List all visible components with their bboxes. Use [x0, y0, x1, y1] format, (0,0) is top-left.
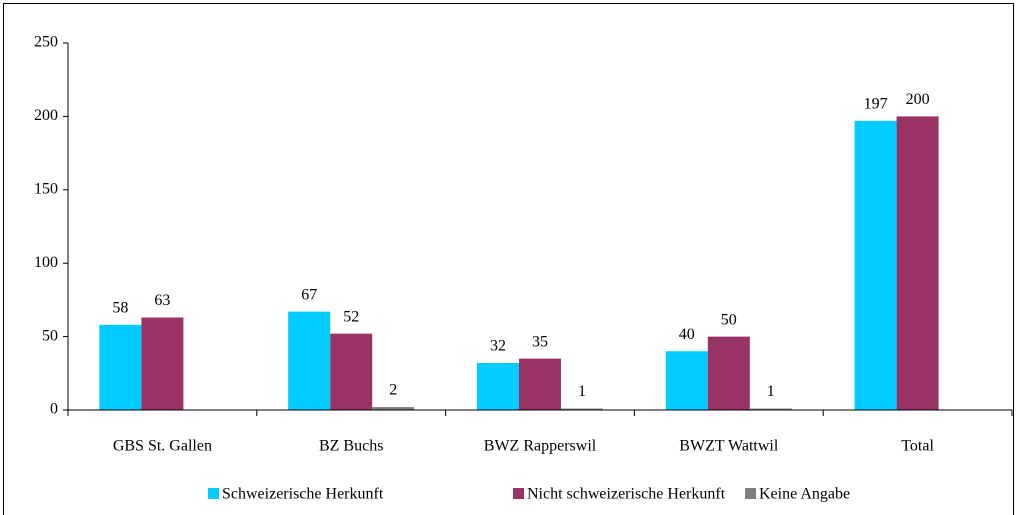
bar — [519, 358, 561, 410]
x-tick-label: BZ Buchs — [319, 438, 383, 455]
data-label: 63 — [154, 292, 170, 309]
data-label: 2 — [389, 382, 397, 399]
data-label: 1 — [767, 383, 775, 400]
bar — [477, 363, 519, 410]
x-tick-label: BWZ Rapperswil — [484, 438, 597, 455]
bar — [707, 336, 750, 410]
bar — [288, 311, 331, 410]
data-label: 197 — [864, 95, 888, 112]
y-tick-label: 100 — [34, 254, 58, 271]
x-tick-label: GBS St. Gallen — [113, 438, 212, 455]
data-label: 50 — [721, 311, 737, 328]
data-label: 35 — [532, 333, 548, 350]
y-tick-label: 250 — [34, 34, 58, 51]
legend-label: Nicht schweizerische Herkunft — [527, 486, 726, 503]
bar — [141, 317, 184, 410]
x-tick-label: Total — [901, 438, 934, 455]
data-label: 200 — [906, 91, 930, 108]
data-label: 52 — [343, 308, 359, 325]
legend-label: Keine Angabe — [759, 486, 850, 503]
y-tick-label: 50 — [42, 327, 58, 344]
legend-swatch — [208, 488, 219, 499]
chart-frame — [3, 3, 1014, 515]
y-tick-label: 200 — [34, 107, 58, 124]
data-label: 67 — [301, 286, 317, 303]
bar — [896, 116, 939, 411]
bar — [665, 351, 708, 410]
data-label: 1 — [578, 383, 586, 400]
bar — [372, 407, 415, 410]
bar — [561, 408, 603, 410]
bar — [330, 333, 373, 410]
bar — [749, 408, 792, 410]
data-label: 40 — [679, 326, 695, 343]
y-tick-label: 150 — [34, 180, 58, 197]
legend-swatch — [513, 488, 524, 499]
data-label: 58 — [112, 300, 128, 317]
x-tick-label: BWZT Wattwil — [679, 438, 779, 455]
y-tick-label: 0 — [50, 401, 58, 418]
bar — [854, 120, 897, 410]
legend-label: Schweizerische Herkunft — [222, 486, 384, 503]
bar — [99, 324, 142, 410]
legend-swatch — [745, 488, 756, 499]
data-label: 32 — [490, 338, 506, 355]
